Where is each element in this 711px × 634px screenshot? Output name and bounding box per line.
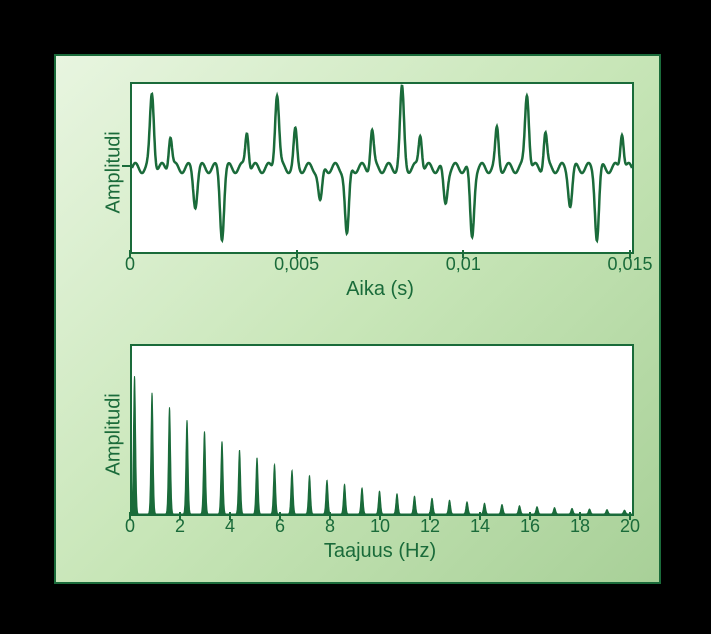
bottom-xtick-label: 14 bbox=[455, 516, 505, 537]
chart-panel: Amplitudi Aika (s) 00,0050,010,015 Ampli… bbox=[54, 54, 661, 584]
bottom-xtick-label: 0 bbox=[105, 516, 155, 537]
frequency-domain-plot bbox=[130, 344, 634, 516]
time-domain-plot bbox=[130, 82, 634, 254]
top-ytick-mark bbox=[122, 165, 130, 167]
bottom-xtick-label: 4 bbox=[205, 516, 255, 537]
bottom-xtick-label: 16 bbox=[505, 516, 555, 537]
bottom-xtick-label: 8 bbox=[305, 516, 355, 537]
bottom-xtick-label: 18 bbox=[555, 516, 605, 537]
top-xlabel: Aika (s) bbox=[130, 278, 630, 301]
top-xtick-label: 0,015 bbox=[590, 254, 670, 275]
spectrum-svg bbox=[132, 346, 632, 514]
bottom-xtick-label: 2 bbox=[155, 516, 205, 537]
bottom-xlabel: Taajuus (Hz) bbox=[130, 540, 630, 563]
bottom-xtick-label: 10 bbox=[355, 516, 405, 537]
top-xtick-label: 0 bbox=[90, 254, 170, 275]
bottom-xtick-label: 20 bbox=[605, 516, 655, 537]
top-xtick-label: 0,01 bbox=[423, 254, 503, 275]
bottom-ylabel: Amplitudi bbox=[103, 376, 126, 476]
bottom-xtick-label: 6 bbox=[255, 516, 305, 537]
waveform-svg bbox=[132, 84, 632, 252]
top-ylabel: Amplitudi bbox=[103, 114, 126, 214]
top-xtick-label: 0,005 bbox=[257, 254, 337, 275]
bottom-xtick-label: 12 bbox=[405, 516, 455, 537]
